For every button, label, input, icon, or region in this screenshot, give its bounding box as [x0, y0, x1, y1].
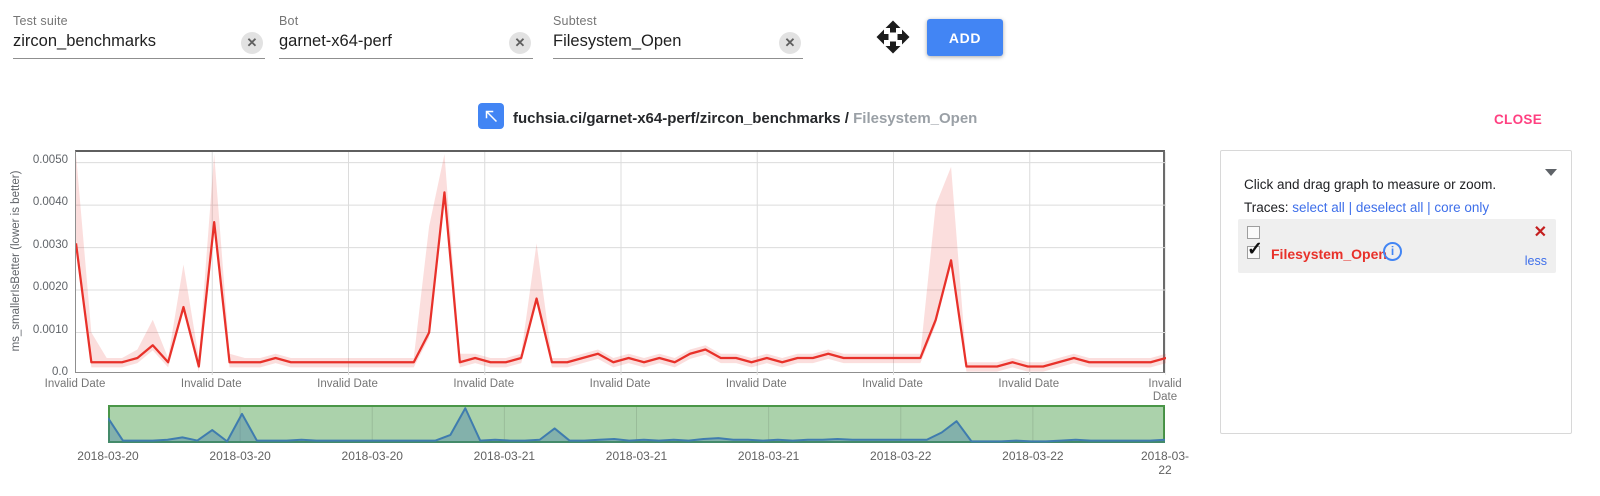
minimap-date-label: 2018-03-22	[870, 449, 932, 463]
trace-links-row: Traces: select all | deselect all | core…	[1244, 200, 1489, 215]
test-suite-label: Test suite	[13, 14, 68, 28]
y-tick-label: 0.0010	[32, 323, 68, 336]
trace-checkbox-checked[interactable]: ✓	[1247, 239, 1263, 260]
main-chart-svg	[74, 152, 1167, 375]
expand-chart-icon[interactable]	[478, 103, 504, 129]
y-tick-label: 0.0050	[32, 153, 68, 166]
move-icon[interactable]	[875, 19, 911, 55]
trace-link-deselect-all[interactable]: deselect all	[1355, 200, 1424, 215]
less-link[interactable]: less	[1524, 254, 1547, 268]
x-tick-label: Invalid Date	[317, 378, 378, 390]
close-button[interactable]: CLOSE	[1494, 112, 1543, 127]
clear-test-suite-icon[interactable]: ✕	[241, 32, 263, 54]
x-tick-label: Invalid Date	[862, 378, 923, 390]
add-button[interactable]: ADD	[927, 19, 1003, 56]
remove-trace-icon[interactable]: ✕	[1533, 224, 1547, 241]
range-selector[interactable]	[107, 405, 1166, 443]
minimap-date-label: 2018-03-20	[209, 449, 271, 463]
chart-title-path: fuchsia.ci/garnet-x64-perf/zircon_benchm…	[513, 110, 854, 127]
minimap-date-label: 2018-03-21	[605, 449, 668, 463]
bot-input[interactable]	[279, 32, 533, 51]
traces-label: Traces:	[1244, 200, 1289, 215]
panel-hint: Click and drag graph to measure or zoom.	[1244, 177, 1497, 192]
info-icon[interactable]: i	[1383, 242, 1402, 261]
main-chart[interactable]	[74, 150, 1167, 375]
chart-title-subtest: Filesystem_Open	[853, 110, 978, 127]
test-suite-field: Test suite ✕	[13, 14, 265, 59]
y-tick-label: 0.0030	[32, 238, 68, 251]
trace-item: ✓ Filesystem_Open i ✕ less	[1238, 219, 1556, 273]
minimap-date-label: 2018-03-21	[737, 449, 800, 463]
x-tick-label: Invalid Date	[180, 378, 242, 390]
trace-link-select-all[interactable]: select all	[1292, 200, 1345, 215]
y-tick-label: 0.0	[52, 366, 68, 378]
trace-panel: Click and drag graph to measure or zoom.…	[1220, 150, 1572, 434]
x-tick-label: Invalid Date	[998, 378, 1060, 390]
range-selector-svg	[107, 405, 1166, 443]
minimap-date-label: 2018-03-20	[77, 449, 139, 463]
link-separator: |	[1423, 200, 1435, 215]
minimap-date-label: 2018-03-20	[341, 449, 403, 463]
confidence-band	[76, 154, 1166, 372]
bot-label: Bot	[279, 14, 299, 28]
minimap-date-label: 2018-03-22	[1140, 449, 1190, 477]
clear-subtest-icon[interactable]: ✕	[779, 32, 801, 54]
test-suite-input[interactable]	[13, 32, 265, 51]
bot-field: Bot ✕	[279, 14, 533, 59]
subtest-input[interactable]	[553, 32, 803, 51]
trace-checkbox-unchecked[interactable]	[1247, 226, 1260, 239]
collapse-panel-icon[interactable]	[1545, 169, 1557, 176]
subtest-field: Subtest ✕	[553, 14, 803, 59]
trace-name: Filesystem_Open	[1271, 246, 1387, 262]
y-tick-label: 0.0020	[32, 281, 68, 294]
link-separator: |	[1344, 200, 1356, 215]
x-tick-label: Invalid Date	[725, 378, 787, 390]
clear-bot-icon[interactable]: ✕	[509, 32, 531, 54]
minimap-date-label: 2018-03-22	[1002, 449, 1064, 463]
minimap-trace-line	[107, 407, 1166, 443]
x-tick-label: Invalid Date	[453, 378, 515, 390]
minimap-date-label: 2018-03-21	[473, 449, 536, 463]
x-tick-label: Invalid Date	[589, 378, 651, 390]
subtest-label: Subtest	[553, 14, 597, 28]
x-tick-label: Invalid Date	[44, 378, 106, 390]
y-tick-label: 0.0040	[32, 196, 68, 209]
checkmark-icon: ✓	[1247, 239, 1263, 260]
chart-title: fuchsia.ci/garnet-x64-perf/zircon_benchm…	[513, 110, 977, 127]
trace-link-core-only[interactable]: core only	[1434, 200, 1490, 215]
trace-line	[74, 191, 1167, 368]
x-tick-label: Invalid Date	[1148, 378, 1182, 403]
